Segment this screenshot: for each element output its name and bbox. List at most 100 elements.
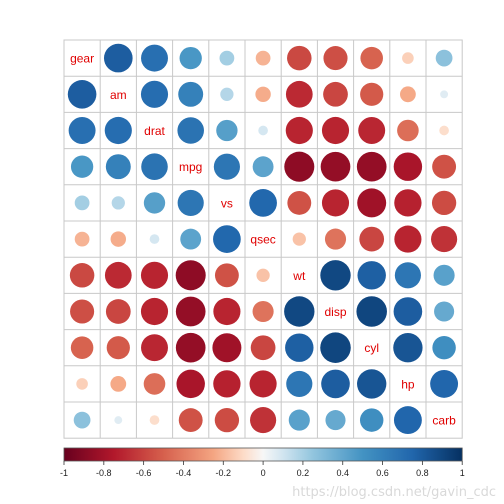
correlation-circle-mpg-drat	[141, 153, 168, 180]
correlation-circle-gear-drat	[141, 44, 168, 72]
correlation-circle-hp-qsec	[249, 370, 277, 398]
variable-label-carb: carb	[432, 414, 456, 428]
correlation-circle-qsec-mpg	[180, 228, 202, 250]
variable-label-cyl: cyl	[364, 341, 379, 355]
correlation-circle-carb-wt	[288, 409, 310, 431]
correlation-circle-vs-disp	[321, 189, 350, 217]
correlation-circle-drat-mpg	[177, 117, 204, 144]
correlation-circle-disp-wt	[284, 296, 315, 327]
correlation-circle-gear-hp	[402, 52, 414, 64]
correlation-circle-wt-carb	[433, 264, 455, 286]
colorbar-tick-label: 0.8	[416, 468, 429, 478]
correlation-circle-vs-cyl	[357, 188, 387, 218]
correlation-circle-am-qsec	[255, 86, 271, 103]
correlation-circle-cyl-qsec	[250, 335, 276, 361]
correlation-circle-disp-vs	[213, 297, 241, 326]
correlation-circle-disp-cyl	[356, 296, 387, 327]
correlation-circle-gear-disp	[323, 46, 348, 71]
correlation-circle-hp-disp	[321, 369, 350, 399]
correlation-circle-vs-mpg	[177, 189, 204, 216]
correlation-circle-disp-gear	[70, 299, 95, 324]
correlation-circle-carb-am	[114, 416, 123, 425]
correlation-circle-gear-vs	[219, 50, 235, 66]
watermark: https://blog.csdn.net/gavin_cdc	[292, 485, 496, 500]
correlation-circle-am-vs	[220, 87, 234, 101]
correlation-circle-gear-qsec	[255, 50, 271, 66]
correlation-circle-vs-hp	[394, 189, 422, 217]
correlation-circle-hp-am	[110, 376, 127, 392]
correlation-circle-wt-qsec	[256, 268, 270, 282]
variable-label-hp: hp	[401, 377, 415, 391]
correlation-circle-drat-carb	[439, 125, 449, 136]
correlation-circle-drat-wt	[285, 116, 313, 145]
correlation-circle-cyl-vs	[212, 333, 242, 363]
colorbar-tick-label: 0.4	[336, 468, 349, 478]
variable-label-qsec: qsec	[250, 233, 275, 247]
correlation-circle-am-cyl	[360, 82, 384, 106]
correlation-circle-mpg-am	[105, 154, 131, 180]
colorbar-tick-label: -1	[60, 468, 68, 478]
correlation-circle-am-gear	[67, 79, 97, 109]
colorbar-tick-label: 0.6	[376, 468, 389, 478]
colorbar-tick-label: 1	[460, 468, 465, 478]
correlation-circle-wt-cyl	[357, 261, 386, 290]
correlation-circle-gear-carb	[435, 49, 453, 67]
correlation-circle-hp-mpg	[176, 369, 205, 399]
correlation-circle-am-drat	[140, 80, 169, 108]
correlation-circle-am-wt	[285, 80, 313, 108]
correlation-circle-wt-hp	[394, 262, 421, 289]
correlation-circle-hp-cyl	[357, 369, 387, 399]
correlation-circle-disp-mpg	[175, 296, 206, 327]
correlation-circle-cyl-mpg	[175, 332, 206, 363]
correlation-circle-drat-am	[104, 116, 132, 145]
correlation-circle-drat-vs	[216, 119, 238, 142]
colorbar-tick-label: -0.6	[136, 468, 152, 478]
variable-label-mpg: mpg	[179, 160, 202, 174]
correlation-circle-carb-vs	[214, 407, 240, 433]
correlation-circle-wt-disp	[320, 260, 351, 291]
correlation-circle-vs-drat	[143, 192, 166, 214]
correlation-circle-drat-disp	[321, 116, 350, 145]
correlation-circle-mpg-wt	[284, 151, 315, 182]
correlation-circle-carb-cyl	[359, 408, 384, 432]
correlation-circle-cyl-wt	[285, 333, 314, 362]
colorbar-tick-label: -0.2	[216, 468, 232, 478]
correlation-circle-wt-vs	[214, 263, 239, 288]
variable-label-am: am	[110, 88, 127, 102]
correlation-circle-carb-gear	[73, 411, 91, 429]
correlation-circle-qsec-hp	[394, 225, 422, 253]
correlation-circle-disp-drat	[140, 297, 169, 326]
correlation-circle-drat-hp	[397, 119, 419, 142]
correlation-circle-am-mpg	[178, 81, 204, 107]
correlation-circle-mpg-gear	[70, 155, 94, 178]
correlation-circle-wt-drat	[140, 261, 169, 289]
correlation-circle-am-carb	[440, 90, 449, 99]
correlation-circle-cyl-gear	[70, 336, 94, 359]
correlation-circle-disp-qsec	[252, 300, 274, 323]
correlation-circle-disp-carb	[434, 301, 455, 322]
correlation-circle-drat-qsec	[258, 125, 268, 136]
correlation-circle-carb-drat	[149, 415, 160, 425]
correlation-circle-gear-mpg	[179, 46, 202, 70]
variable-label-disp: disp	[324, 305, 346, 319]
correlation-circle-mpg-hp	[393, 152, 423, 181]
correlation-circle-gear-wt	[287, 45, 312, 71]
correlation-circle-qsec-disp	[324, 228, 347, 250]
correlation-circle-disp-am	[105, 299, 131, 324]
correlation-circle-am-hp	[400, 86, 416, 103]
correlation-circle-hp-wt	[286, 370, 313, 397]
correlation-circle-vs-am	[111, 196, 125, 210]
variable-label-drat: drat	[144, 124, 165, 138]
correlation-circle-cyl-drat	[141, 334, 168, 362]
correlation-circle-mpg-qsec	[252, 156, 274, 178]
colorbar-tick-label: 0	[261, 468, 266, 478]
correlation-circle-qsec-vs	[213, 225, 241, 253]
correlation-circle-wt-am	[104, 261, 132, 289]
correlation-circle-carb-disp	[325, 410, 346, 431]
correlation-circle-cyl-am	[106, 336, 130, 360]
correlation-circle-qsec-cyl	[359, 226, 385, 252]
correlation-circle-qsec-am	[110, 231, 127, 247]
correlation-circle-cyl-hp	[393, 333, 423, 363]
correlation-circle-qsec-carb	[431, 226, 458, 253]
